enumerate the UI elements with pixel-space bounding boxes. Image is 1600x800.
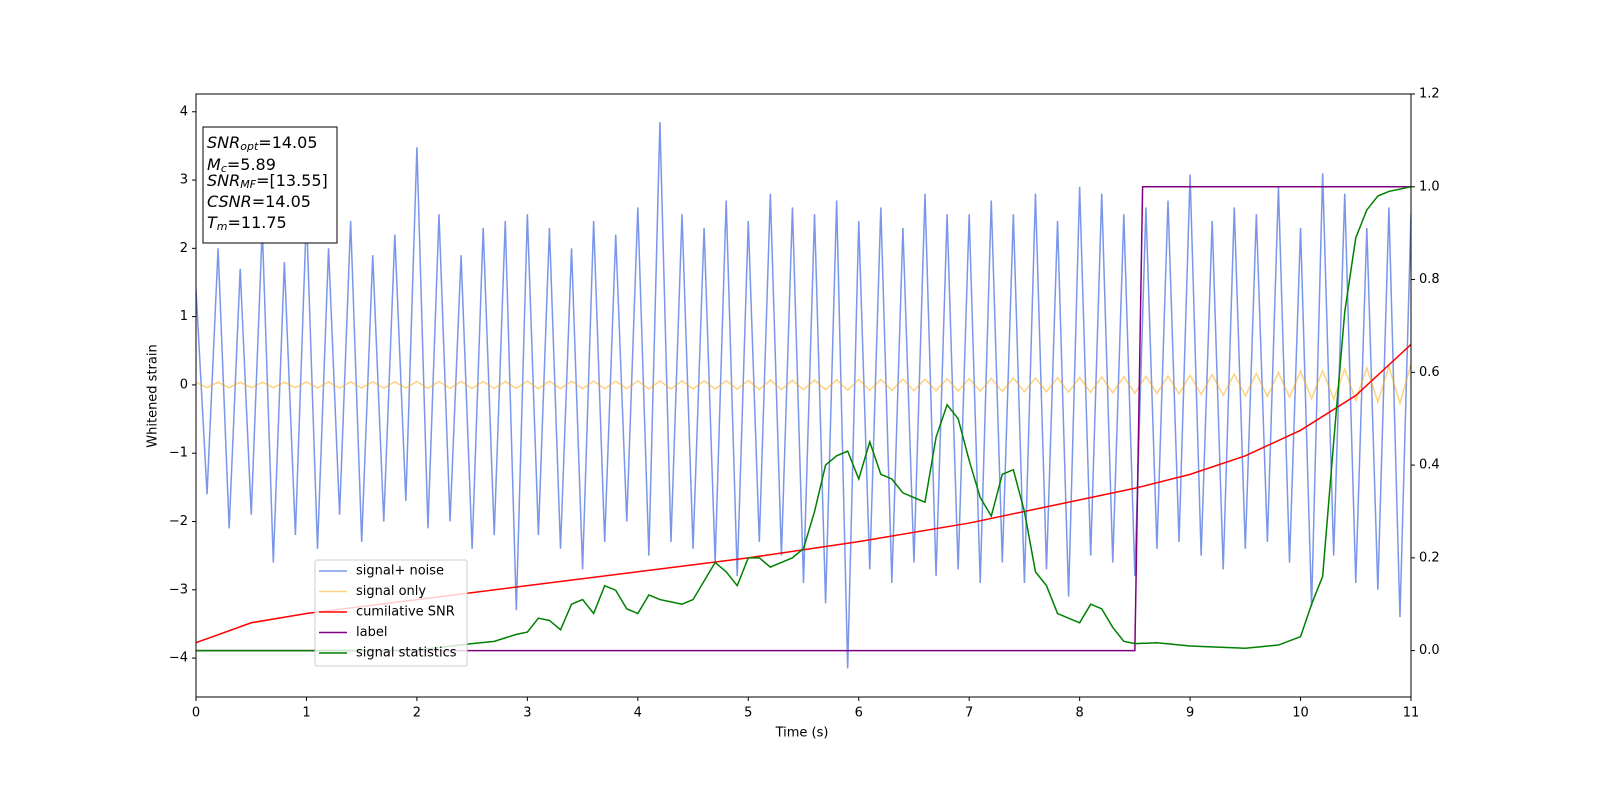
series-line [196,363,1411,407]
y-tick-label: −1 [169,446,188,461]
plot-frame [195,93,1412,698]
x-tick-label: 11 [1403,706,1420,721]
annotation-symbol: SNR [207,133,240,152]
series-line [196,121,1411,669]
legend-label: signal statistics [356,646,457,661]
y-axis-label: Whitened strain [146,344,161,447]
annotation-value: =14.05 [252,192,311,211]
y-tick-label: 3 [180,173,188,188]
annotation-line: SNRopt=14.05 [207,133,318,154]
y-tick-label: 4 [180,104,188,119]
x-tick-label: 9 [1186,706,1194,721]
x-tick-label: 7 [965,706,973,721]
annotation-value: =5.89 [227,155,276,174]
x-tick-label: 8 [1075,706,1083,721]
x-tick-label: 5 [744,706,752,721]
legend-label: signal only [356,584,426,599]
y-tick-label: −2 [169,514,188,529]
annotation-symbol: SNR [207,171,240,190]
legend-label: cumilative SNR [356,605,455,620]
legend-label: signal+ noise [356,564,444,579]
annotation-subscript: c [221,162,227,175]
series-line [196,186,1411,652]
x-tick-label: 1 [302,706,310,721]
y2-tick-label: 0.8 [1419,272,1440,287]
annotation-subscript: opt [240,140,259,153]
y2-tick-label: 0.6 [1419,365,1440,380]
x-tick-label: 6 [855,706,863,721]
y-tick-label: 2 [180,241,188,256]
annotation-line: CSNR=14.05 [207,192,311,211]
x-tick-label: 10 [1292,706,1309,721]
annotation-line: SNRMF=[13.55] [207,171,328,192]
y2-tick-label: 0.2 [1419,550,1440,565]
annotation-symbol: M [207,155,221,174]
x-tick-label: 4 [634,706,642,721]
annotation-subscript: m [217,220,228,233]
series-line [196,186,1411,652]
y-tick-label: −3 [169,582,188,597]
y2-tick-label: 1.0 [1419,179,1440,194]
y2-tick-label: 1.2 [1419,87,1440,102]
y2-tick-label: 0.4 [1419,458,1440,473]
x-tick-label: 3 [523,706,531,721]
annotation-symbol: CSNR [207,192,252,211]
annotation-symbol: T [207,213,218,232]
legend-label: label [356,625,387,640]
annotation-subscript: MF [240,178,256,191]
annotation-line: Mc=5.89 [207,155,276,176]
x-tick-label: 0 [192,706,200,721]
annotation-value: =11.75 [228,213,287,232]
legend-box [314,559,468,667]
y-tick-label: 1 [180,309,188,324]
annotation-value: =[13.55] [256,171,328,190]
annotation-line: Tm=11.75 [207,213,287,234]
x-axis-label: Time (s) [775,726,829,741]
annotation-box [202,126,338,244]
y2-tick-label: 0.0 [1419,643,1440,658]
y-tick-label: −4 [169,651,188,666]
x-tick-label: 2 [413,706,421,721]
annotation-value: =14.05 [258,133,317,152]
y-tick-label: 0 [180,377,188,392]
